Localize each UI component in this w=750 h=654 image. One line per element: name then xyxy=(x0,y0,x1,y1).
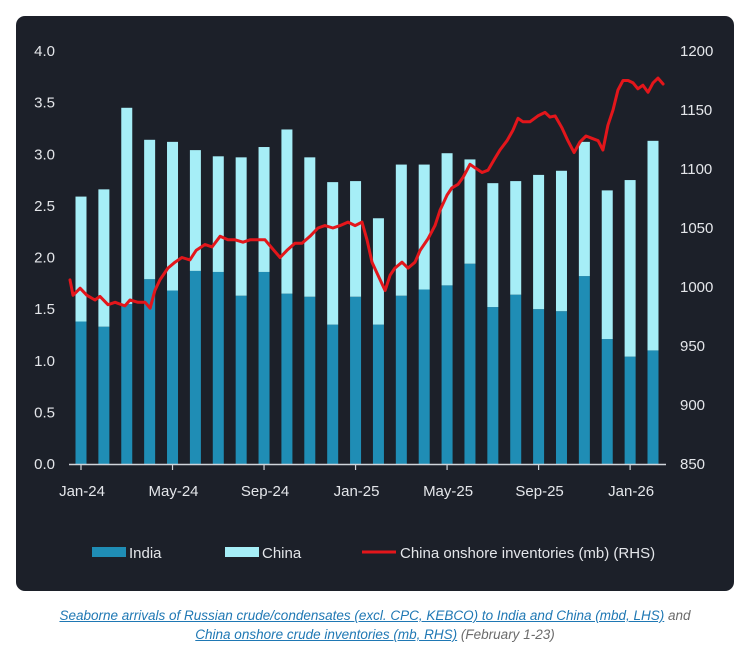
bar-china xyxy=(418,164,430,290)
bar-china xyxy=(647,140,659,351)
bar-china xyxy=(258,147,270,272)
left-y-axis-ticks: 0.0 0.5 1.0 1.5 2.0 2.5 3.0 3.5 4.0 xyxy=(34,43,55,473)
bar-india xyxy=(418,289,430,464)
bar-china xyxy=(555,170,567,312)
chart: Jan-24 May-24 Sep-24 Jan-25 May-25 Sep-25 Jan-… xyxy=(34,43,713,562)
x-tick-label: Jan-24 xyxy=(59,483,105,500)
bar-india xyxy=(98,326,110,464)
y-right-tick-label: 950 xyxy=(680,338,705,355)
bar-china xyxy=(395,164,407,296)
bar-china xyxy=(510,181,522,295)
bar-china xyxy=(212,156,224,272)
x-tick-label: Sep-24 xyxy=(241,483,289,500)
bar-china xyxy=(372,218,384,325)
bar-china xyxy=(75,196,87,322)
y-right-tick-label: 900 xyxy=(680,397,705,414)
legend-label-india: India xyxy=(129,545,162,562)
bar-india xyxy=(327,324,339,464)
bar-india xyxy=(144,279,156,464)
bar-china xyxy=(167,141,179,291)
bars-group xyxy=(75,107,659,464)
y-right-tick-label: 1050 xyxy=(680,220,713,237)
bar-china xyxy=(487,183,499,308)
y-left-tick-label: 1.0 xyxy=(34,353,55,370)
right-y-axis-ticks: 850 900 950 1000 1050 1100 1150 1200 xyxy=(680,43,713,473)
caption-link-arrivals[interactable]: Seaborne arrivals of Russian crude/conde… xyxy=(59,608,665,623)
x-tick-label: Sep-25 xyxy=(515,483,563,500)
figure-caption: Seaborne arrivals of Russian crude/conde… xyxy=(0,606,750,644)
bar-india xyxy=(578,276,590,464)
bar-india xyxy=(487,307,499,464)
line-china-onshore-inventories xyxy=(68,76,665,310)
bar-china xyxy=(533,174,545,310)
caption-line-1: Seaborne arrivals of Russian crude/conde… xyxy=(0,606,750,625)
y-right-tick-label: 1200 xyxy=(680,43,713,60)
x-axis-ticks: Jan-24 May-24 Sep-24 Jan-25 May-25 Sep-25 Jan-… xyxy=(59,465,654,500)
y-right-tick-label: 1150 xyxy=(680,102,712,119)
bar-china xyxy=(350,181,362,297)
bar-india xyxy=(235,295,247,464)
line-group xyxy=(68,76,665,310)
bar-india xyxy=(304,296,316,464)
bar-india xyxy=(601,339,613,464)
bar-china xyxy=(189,150,201,271)
bar-china xyxy=(601,190,613,340)
y-left-tick-label: 2.0 xyxy=(34,250,55,267)
bar-india xyxy=(75,321,87,464)
bar-china xyxy=(441,153,453,286)
bar-india xyxy=(212,271,224,464)
y-left-tick-label: 3.0 xyxy=(34,146,55,163)
bar-india xyxy=(167,290,179,464)
bar-china xyxy=(235,157,247,296)
bar-india xyxy=(350,296,362,464)
legend-label-inventories: China onshore inventories (mb) (RHS) xyxy=(400,545,655,562)
bar-china xyxy=(578,141,590,277)
caption-connector-text: and xyxy=(668,608,691,623)
caption-link-inventories[interactable]: China onshore crude inventories (mb, RHS… xyxy=(195,627,458,642)
bar-china xyxy=(281,129,293,294)
bar-india xyxy=(555,311,567,464)
caption-line-2: China onshore crude inventories (mb, RHS… xyxy=(0,625,750,644)
bar-india xyxy=(281,293,293,464)
bar-china xyxy=(327,182,339,325)
bar-india xyxy=(121,303,133,464)
bar-china xyxy=(624,180,636,357)
bar-india xyxy=(624,356,636,464)
caption-date-range: (February 1-23) xyxy=(460,627,555,642)
bar-india xyxy=(189,270,201,464)
bar-china xyxy=(121,107,133,304)
legend-item-china: China xyxy=(225,545,302,562)
y-right-tick-label: 850 xyxy=(680,456,705,473)
bar-china xyxy=(98,189,110,327)
legend-swatch-india xyxy=(92,547,126,557)
bar-india xyxy=(258,271,270,464)
bar-china xyxy=(144,139,156,280)
legend-item-inventories: China onshore inventories (mb) (RHS) xyxy=(362,545,655,562)
y-left-tick-label: 4.0 xyxy=(34,43,55,60)
bar-china xyxy=(464,159,476,264)
x-tick-label: May-24 xyxy=(149,483,199,500)
y-right-tick-label: 1000 xyxy=(680,279,713,296)
bar-india xyxy=(464,263,476,464)
y-left-tick-label: 1.5 xyxy=(34,301,55,318)
legend-swatch-china xyxy=(225,547,259,557)
y-right-tick-label: 1100 xyxy=(680,161,712,178)
bar-china xyxy=(304,157,316,297)
x-tick-label: Jan-25 xyxy=(334,483,380,500)
legend: India China China onshore inventories (m… xyxy=(92,545,655,562)
x-tick-label: May-25 xyxy=(423,483,473,500)
bar-india xyxy=(510,294,522,464)
legend-label-china: China xyxy=(262,545,302,562)
bar-india xyxy=(395,295,407,464)
x-tick-label: Jan-26 xyxy=(608,483,654,500)
y-left-tick-label: 2.5 xyxy=(34,198,55,215)
y-left-tick-label: 3.5 xyxy=(34,95,55,112)
bar-india xyxy=(441,285,453,464)
bar-india xyxy=(647,350,659,464)
bar-india xyxy=(533,309,545,464)
y-left-tick-label: 0.0 xyxy=(34,456,55,473)
legend-item-india: India xyxy=(92,545,162,562)
bar-india xyxy=(372,324,384,464)
y-left-tick-label: 0.5 xyxy=(34,404,55,421)
